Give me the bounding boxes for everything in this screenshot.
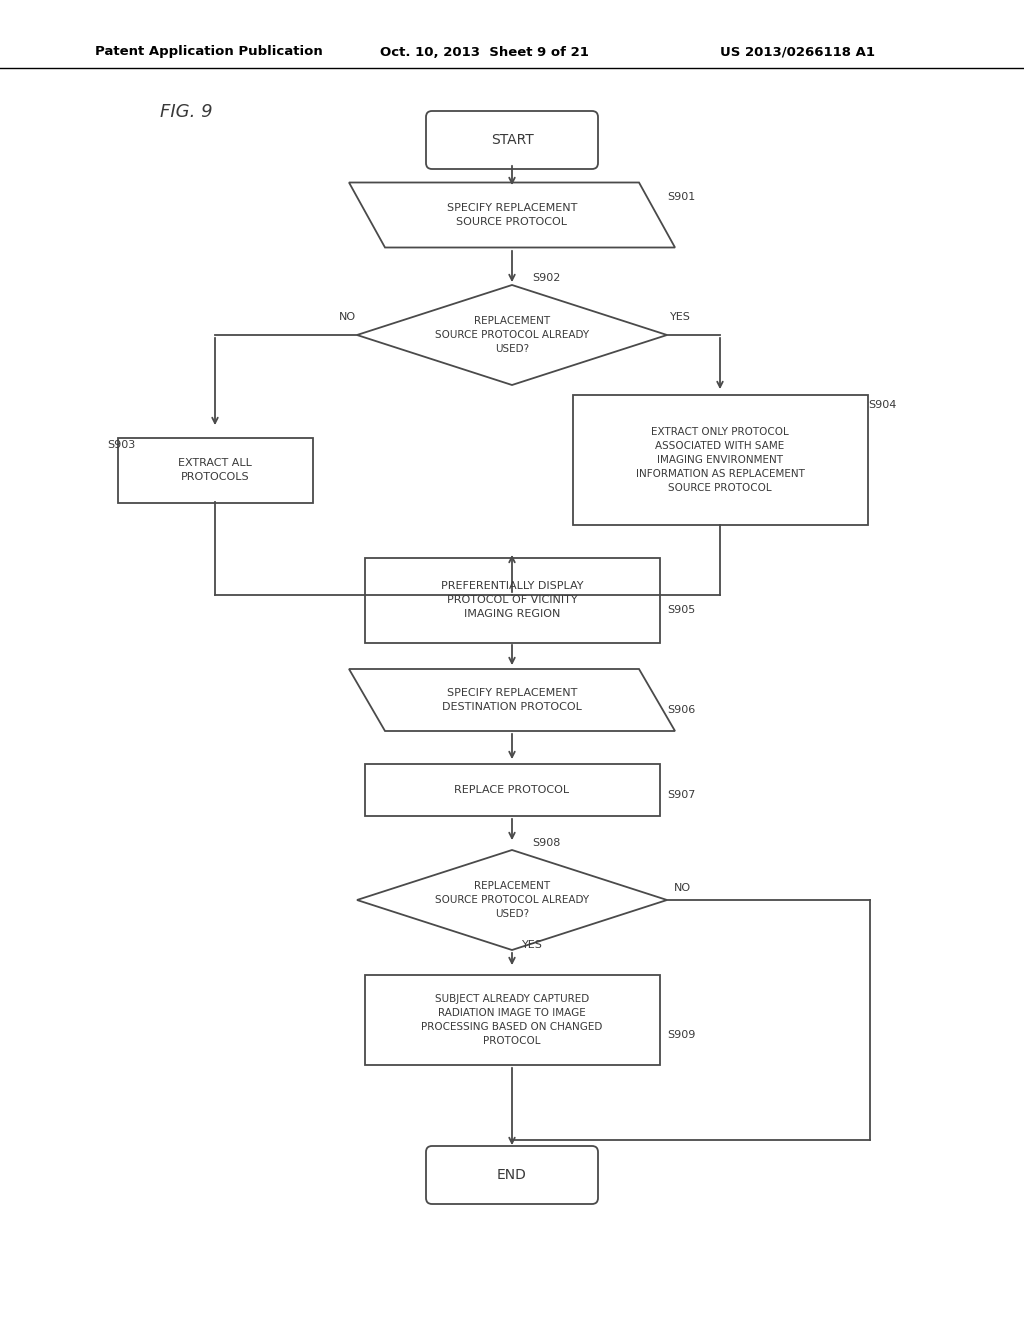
Text: REPLACE PROTOCOL: REPLACE PROTOCOL	[455, 785, 569, 795]
Polygon shape	[349, 182, 675, 248]
Bar	[365, 975, 659, 1065]
Text: S904: S904	[868, 400, 896, 411]
Text: START: START	[490, 133, 534, 147]
Polygon shape	[349, 669, 675, 731]
Polygon shape	[357, 850, 667, 950]
Text: REPLACEMENT
SOURCE PROTOCOL ALREADY
USED?: REPLACEMENT SOURCE PROTOCOL ALREADY USED…	[435, 880, 589, 919]
Text: REPLACEMENT
SOURCE PROTOCOL ALREADY
USED?: REPLACEMENT SOURCE PROTOCOL ALREADY USED…	[435, 315, 589, 354]
Text: S905: S905	[667, 605, 695, 615]
Text: YES: YES	[670, 312, 690, 322]
Bar	[118, 437, 312, 503]
Text: S907: S907	[667, 789, 695, 800]
Text: S903: S903	[106, 440, 135, 450]
Text: US 2013/0266118 A1: US 2013/0266118 A1	[720, 45, 874, 58]
Bar	[365, 557, 659, 643]
Text: S902: S902	[532, 273, 560, 282]
Text: SPECIFY REPLACEMENT
DESTINATION PROTOCOL: SPECIFY REPLACEMENT DESTINATION PROTOCOL	[442, 688, 582, 711]
FancyBboxPatch shape	[426, 1146, 598, 1204]
Text: END: END	[497, 1168, 527, 1181]
Text: EXTRACT ALL
PROTOCOLS: EXTRACT ALL PROTOCOLS	[178, 458, 252, 482]
Text: SUBJECT ALREADY CAPTURED
RADIATION IMAGE TO IMAGE
PROCESSING BASED ON CHANGED
PR: SUBJECT ALREADY CAPTURED RADIATION IMAGE…	[421, 994, 603, 1045]
Text: Patent Application Publication: Patent Application Publication	[95, 45, 323, 58]
Text: S906: S906	[667, 705, 695, 715]
Text: PREFERENTIALLY DISPLAY
PROTOCOL OF VICINITY
IMAGING REGION: PREFERENTIALLY DISPLAY PROTOCOL OF VICIN…	[440, 581, 584, 619]
Text: FIG. 9: FIG. 9	[160, 103, 213, 121]
Text: S901: S901	[667, 191, 695, 202]
Polygon shape	[357, 285, 667, 385]
Text: S908: S908	[532, 838, 560, 847]
Text: EXTRACT ONLY PROTOCOL
ASSOCIATED WITH SAME
IMAGING ENVIRONMENT
INFORMATION AS RE: EXTRACT ONLY PROTOCOL ASSOCIATED WITH SA…	[636, 426, 805, 492]
Bar	[572, 395, 867, 525]
Text: Oct. 10, 2013  Sheet 9 of 21: Oct. 10, 2013 Sheet 9 of 21	[380, 45, 589, 58]
Bar	[365, 764, 659, 816]
Text: NO: NO	[339, 312, 355, 322]
Text: YES: YES	[522, 940, 543, 950]
Text: SPECIFY REPLACEMENT
SOURCE PROTOCOL: SPECIFY REPLACEMENT SOURCE PROTOCOL	[446, 203, 578, 227]
Text: S909: S909	[667, 1030, 695, 1040]
Text: NO: NO	[674, 883, 691, 894]
FancyBboxPatch shape	[426, 111, 598, 169]
